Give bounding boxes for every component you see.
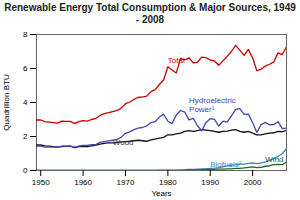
svg-text:Quadrillion BTU: Quadrillion BTU (2, 74, 11, 131)
svg-text:1950: 1950 (32, 178, 50, 187)
svg-text:1970: 1970 (117, 178, 135, 187)
svg-text:Biofuels²: Biofuels² (210, 160, 241, 169)
svg-text:1960: 1960 (74, 178, 92, 187)
svg-text:6: 6 (23, 64, 28, 73)
svg-text:1980: 1980 (159, 178, 177, 187)
svg-text:8: 8 (23, 30, 28, 39)
svg-text:2: 2 (23, 132, 28, 141)
svg-text:0: 0 (23, 166, 28, 175)
svg-text:4: 4 (23, 98, 28, 107)
svg-text:Total: Total (168, 56, 185, 65)
svg-text:HydroelectricPower¹: HydroelectricPower¹ (189, 96, 236, 114)
svg-text:1990: 1990 (201, 178, 219, 187)
svg-text:Wood: Wood (113, 138, 134, 147)
svg-text:2000: 2000 (244, 178, 262, 187)
svg-text:Years: Years (151, 189, 171, 198)
html-text:Renewable Energy Total Consump: Renewable Energy Total Consumption & Maj… (4, 2, 296, 25)
svg-text:Wind: Wind (265, 155, 283, 164)
